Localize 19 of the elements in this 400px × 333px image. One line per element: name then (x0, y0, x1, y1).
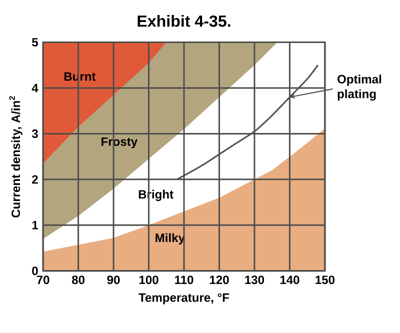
x-tick-label: 130 (245, 276, 264, 284)
y-tick-label: 3 (32, 129, 38, 138)
y-tick-label: 1 (32, 221, 38, 230)
x-tick-label: 120 (210, 276, 229, 284)
chart-title: Exhibit 4-35. (138, 15, 230, 27)
x-axis-title: Temperature, °F (138, 293, 230, 304)
y-tick-label: 4 (32, 84, 38, 92)
x-tick-label: 150 (316, 276, 335, 284)
x-tick-label: 90 (107, 276, 120, 284)
y-axis-title: Current density, A/in$^{2}$ (9, 96, 22, 218)
annotation: Optimal plating (338, 74, 382, 101)
x-tick-label: 100 (139, 276, 158, 284)
y-tick-label: 2 (32, 175, 38, 184)
x-tick-label: 80 (72, 276, 85, 284)
x-tick-label: 110 (175, 276, 194, 284)
y-tick-label: 5 (32, 38, 38, 47)
y-tick-label: 0 (32, 266, 38, 276)
x-tick-label: 70 (36, 276, 50, 284)
x-tick-label: 140 (280, 276, 300, 284)
